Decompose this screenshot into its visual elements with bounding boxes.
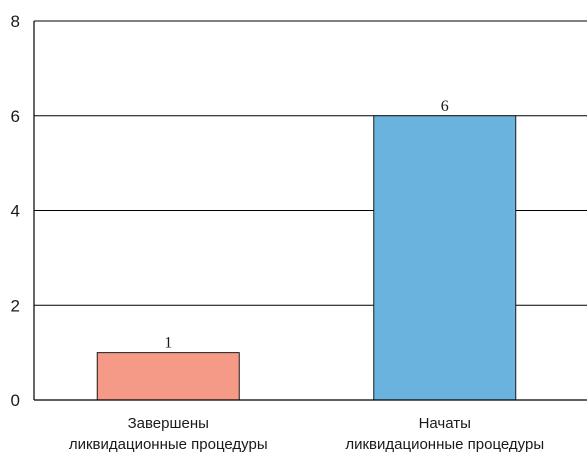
y-tick-labels: 0 2 4 6 8	[11, 12, 20, 410]
category-label: ликвидационные процедуры	[345, 436, 544, 453]
bar	[96, 352, 240, 401]
category-label: Завершены	[128, 415, 209, 432]
axes	[33, 21, 587, 401]
data-label: 6	[441, 98, 449, 115]
y-tick-label: 8	[11, 12, 20, 31]
y-tick-label: 6	[11, 107, 20, 126]
category-labels: Завершены ликвидационные процедуры Начаты л…	[69, 415, 544, 453]
y-tick-label: 2	[11, 296, 20, 315]
category-label: Начаты	[419, 415, 471, 432]
bars	[96, 115, 517, 401]
data-labels: 16	[164, 98, 449, 352]
bar	[373, 115, 517, 401]
y-tick-label: 0	[11, 391, 20, 410]
category-label: ликвидационные процедуры	[69, 436, 268, 453]
y-tick-label: 4	[11, 202, 20, 221]
data-label: 1	[164, 335, 172, 352]
